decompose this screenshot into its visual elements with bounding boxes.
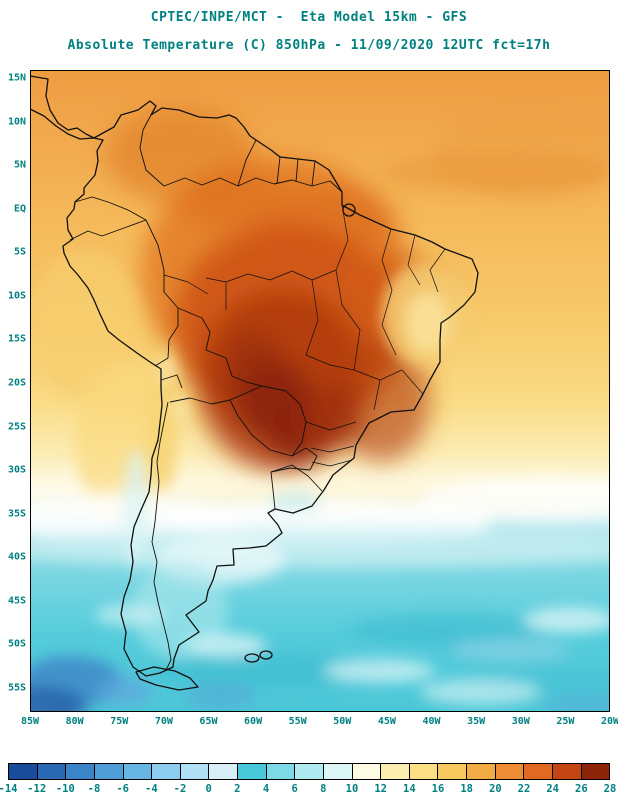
- colorbar-tick-12: 12: [374, 783, 387, 795]
- lon-label-35W: 35W: [467, 716, 486, 727]
- lat-label-5N: 5N: [13, 159, 26, 171]
- colorbar-tick--6: -6: [116, 783, 129, 795]
- colorbar-tick-18: 18: [460, 783, 473, 795]
- colorbar-cell-20: [581, 764, 610, 779]
- colorbar-tick--10: -10: [55, 783, 75, 795]
- colorbar-tick-6: 6: [291, 783, 298, 795]
- lon-label-20W: 20W: [600, 716, 618, 727]
- state-borders: [163, 204, 446, 467]
- colorbar-cell-12: [352, 764, 382, 779]
- lat-label-20S: 20S: [7, 377, 26, 389]
- colorbar-tick-24: 24: [546, 783, 559, 795]
- map-title-field: Absolute Temperature (C) 850hPa - 11/09/…: [67, 38, 551, 53]
- title-block: CPTEC/INPE/MCT - Eta Model 15km - GFS Ab…: [0, 7, 618, 56]
- latitude-axis: 15N 10N 5N EQ 5S 10S 15S 20S 25S 30S 35S 40S 45S 50S 5…: [0, 70, 28, 712]
- colorbar-cell-7: [209, 764, 238, 779]
- colorbar-cell-5: [152, 764, 181, 779]
- lat-label-5S: 5S: [13, 246, 26, 258]
- lon-label-65W: 65W: [199, 716, 218, 727]
- lon-label-25W: 25W: [556, 716, 575, 727]
- colorbar-cell-17: [495, 764, 525, 779]
- colorbar-cell-1: [37, 764, 67, 779]
- colorbar-cell-0: [9, 764, 38, 779]
- colorbar-tick-14: 14: [403, 783, 416, 795]
- lat-label-15N: 15N: [7, 72, 26, 84]
- colorbar-cell-10: [295, 764, 324, 779]
- map-canvas: [30, 70, 610, 712]
- colorbar-tick-26: 26: [575, 783, 588, 795]
- temperature-field-mild: [30, 100, 610, 522]
- lon-label-80W: 80W: [65, 716, 84, 727]
- colorbar-cell-3: [94, 764, 124, 779]
- lat-label-45S: 45S: [7, 595, 26, 607]
- colorbar-tick-10: 10: [345, 783, 359, 795]
- lat-label-40S: 40S: [7, 551, 26, 563]
- colorbar-cell-14: [409, 764, 439, 779]
- colorbar: [8, 763, 610, 780]
- lon-label-75W: 75W: [110, 716, 129, 727]
- temperature-field-warm: [105, 107, 448, 472]
- map-title-model: CPTEC/INPE/MCT - Eta Model 15km - GFS: [150, 10, 468, 25]
- colorbar-tick-20: 20: [489, 783, 502, 795]
- colorbar-cell-13: [381, 764, 410, 779]
- lat-label-15S: 15S: [7, 333, 26, 345]
- lon-label-70W: 70W: [154, 716, 173, 727]
- colorbar-tick--14: -14: [0, 783, 18, 795]
- lon-label-40W: 40W: [422, 716, 441, 727]
- colorbar-cell-6: [180, 764, 210, 779]
- colorbar-cell-8: [238, 764, 267, 779]
- colorbar-tick--2: -2: [173, 783, 187, 795]
- colorbar-tick--12: -12: [27, 783, 47, 795]
- lat-label-50S: 50S: [7, 638, 26, 650]
- colorbar-cell-9: [266, 764, 296, 779]
- lon-label-55W: 55W: [288, 716, 307, 727]
- lon-label-50W: 50W: [333, 716, 352, 727]
- colorbar-tick-2: 2: [234, 783, 241, 795]
- colorbar-tick-22: 22: [517, 783, 531, 795]
- lat-label-EQ: EQ: [13, 203, 26, 215]
- lat-label-55S: 55S: [7, 682, 26, 694]
- colorbar-tick-8: 8: [320, 783, 327, 795]
- colorbar-tick-4: 4: [262, 783, 270, 795]
- coastline: [30, 75, 479, 691]
- country-borders: [69, 114, 343, 671]
- colorbar-cell-4: [123, 764, 153, 779]
- colorbar-ticks: -14 -12 -10 -8 -6 -4 -2 0 2 4 6 8 10 12 14 16 18 20 22 24 26…: [0, 783, 616, 797]
- lon-label-30W: 30W: [511, 716, 530, 727]
- colorbar-tick-28: 28: [603, 783, 617, 795]
- colorbar-cell-2: [66, 764, 95, 779]
- colorbar-cell-11: [323, 764, 353, 779]
- map-border: [30, 70, 610, 712]
- colorbar-cell-18: [524, 764, 553, 779]
- lon-label-45W: 45W: [377, 716, 396, 727]
- lat-label-35S: 35S: [7, 508, 26, 520]
- lat-label-10N: 10N: [7, 116, 26, 128]
- lon-label-85W: 85W: [20, 716, 40, 727]
- colorbar-cell-19: [552, 764, 582, 779]
- temperature-field-cold: [30, 450, 610, 712]
- lon-label-60W: 60W: [244, 716, 263, 727]
- lat-label-25S: 25S: [7, 421, 26, 433]
- colorbar-cell-16: [467, 764, 496, 779]
- colorbar-tick--4: -4: [145, 783, 158, 795]
- lat-label-10S: 10S: [7, 290, 26, 302]
- colorbar-tick-16: 16: [431, 783, 445, 795]
- longitude-axis: 85W 80W 75W 70W 65W 60W 55W 50W 45W 40W 35W 30W 25W 2…: [21, 716, 618, 729]
- colorbar-cell-15: [438, 764, 467, 779]
- map-frame: [30, 70, 610, 712]
- colorbar-tick-0: 0: [205, 783, 212, 795]
- colorbar-tick--8: -8: [87, 783, 101, 795]
- lat-label-30S: 30S: [7, 464, 26, 476]
